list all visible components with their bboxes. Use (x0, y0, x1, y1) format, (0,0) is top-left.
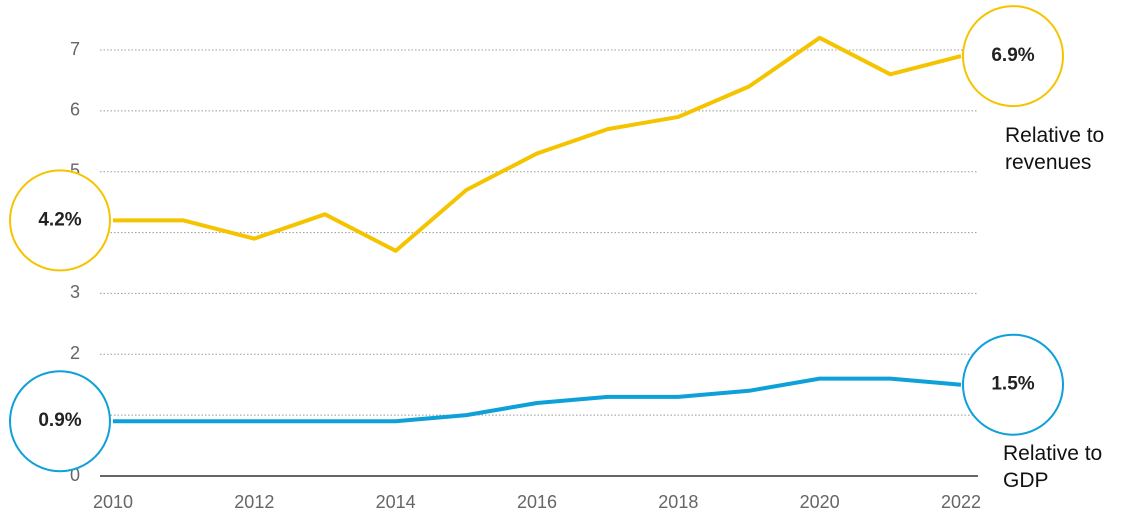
label-circle (9, 169, 111, 272)
y-tick-label: 0 (70, 465, 80, 485)
y-tick-label: 6 (70, 100, 80, 120)
series-label: Relative to GDP (1003, 442, 1103, 492)
y-tick-label: 7 (70, 39, 80, 59)
value-label: 4.2% (38, 209, 81, 230)
value-label: 0.9% (38, 410, 81, 431)
x-tick-label: 2022 (941, 492, 981, 512)
x-tick-label: 2010 (93, 492, 133, 512)
label-circle (962, 333, 1064, 436)
x-tick-label: 2012 (234, 492, 274, 512)
y-tick-label: 5 (70, 160, 80, 180)
line-series (113, 35, 962, 253)
x-tick-label: 2018 (658, 492, 698, 512)
label-circle (9, 370, 111, 473)
label-circle (962, 5, 1064, 108)
line-series (113, 376, 962, 424)
y-tick-label: 3 (70, 282, 80, 302)
x-tick-label: 2016 (517, 492, 557, 512)
value-label: 1.5% (991, 374, 1034, 395)
x-tick-label: 2020 (800, 492, 840, 512)
series-label: Relative to revenues (1005, 124, 1105, 174)
x-tick-label: 2014 (376, 492, 416, 512)
y-tick-label: 2 (70, 343, 80, 363)
value-label: 6.9% (991, 45, 1034, 66)
